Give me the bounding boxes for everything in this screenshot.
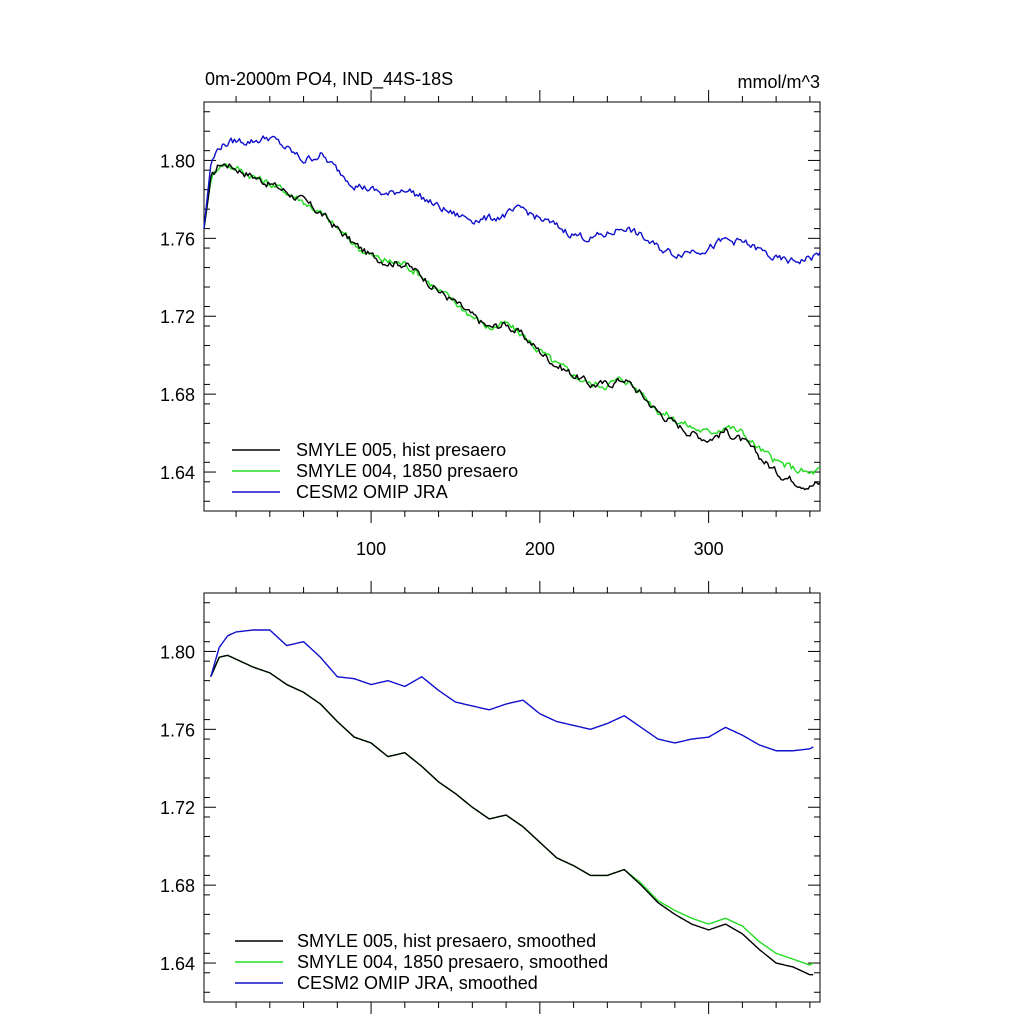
series-line-smyle005	[203, 163, 821, 491]
y-tick-label: 1.64	[160, 954, 195, 974]
y-tick-label: 1.68	[160, 385, 195, 405]
series-line-omip	[203, 135, 821, 265]
x-tick-label: 200	[525, 539, 555, 559]
legend-label-smyle004: SMYLE 004, 1850 presaero, smoothed	[297, 952, 608, 972]
y-tick-label: 1.72	[160, 307, 195, 327]
legend-label-smyle004: SMYLE 004, 1850 presaero	[296, 461, 518, 481]
series-line-omip	[210, 629, 814, 752]
series-line-smyle004	[210, 654, 814, 966]
top-panel: 1.64 1.68 1.72 1.76 1.80 100 200 300 SMYLE 005, …	[160, 90, 821, 559]
y-tick-label: 1.72	[160, 798, 195, 818]
y-tick-label: 1.76	[160, 229, 195, 249]
legend-label-smyle005: SMYLE 005, hist presaero, smoothed	[297, 931, 596, 951]
units-label: mmol/m^3	[738, 72, 820, 92]
chart-title: 0m-2000m PO4, IND_44S-18S	[205, 69, 453, 90]
x-tick-label: 300	[694, 539, 724, 559]
bottom-panel: 1.64 1.68 1.72 1.76 1.80 SMYLE 005, hist pres…	[160, 581, 821, 1014]
legend-label-omip: CESM2 OMIP JRA, smoothed	[297, 973, 538, 993]
series-line-smyle004	[203, 162, 821, 475]
y-tick-label: 1.68	[160, 876, 195, 896]
x-tick-label: 100	[356, 539, 386, 559]
y-tick-label: 1.80	[160, 151, 195, 171]
y-tick-label: 1.64	[160, 463, 195, 483]
y-tick-label: 1.76	[160, 720, 195, 740]
y-tick-label: 1.80	[160, 642, 195, 662]
legend-label-omip: CESM2 OMIP JRA	[296, 482, 448, 502]
legend-label-smyle005: SMYLE 005, hist presaero	[296, 440, 506, 460]
series-line-smyle005	[210, 654, 814, 976]
